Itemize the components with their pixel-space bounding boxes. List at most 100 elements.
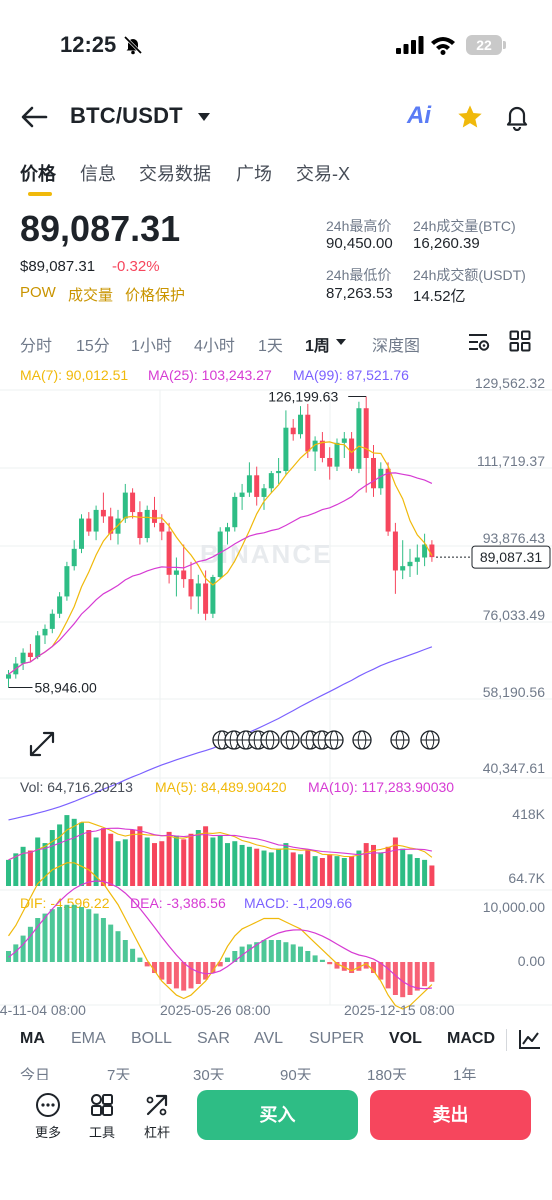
favorite-star-icon[interactable] [456, 103, 484, 131]
indicator-macd[interactable]: MACD [447, 1030, 495, 1047]
macd-bar [27, 926, 33, 962]
indicator-avl[interactable]: AVL [254, 1030, 284, 1047]
volume-bar [371, 844, 376, 886]
macd-tick: 0.00 [518, 953, 545, 969]
back-arrow-icon[interactable] [20, 104, 48, 130]
macd-bar [57, 907, 63, 962]
range-30d[interactable]: 30天 [193, 1067, 225, 1080]
macd-bar [79, 907, 84, 962]
interval-depth[interactable]: 深度图 [372, 338, 421, 355]
macd-tick: 10,000.00 [483, 899, 545, 915]
tab-square[interactable]: 广场 [236, 164, 272, 184]
tools-button[interactable]: 工具 [80, 1092, 124, 1141]
interval-15m[interactable]: 15分 [76, 338, 110, 355]
more-button[interactable]: 更多 [26, 1092, 70, 1141]
candle-body [100, 509, 106, 517]
macd-bar [210, 962, 216, 973]
layout-grid-icon[interactable] [509, 330, 531, 352]
interval-1h[interactable]: 1小时 [131, 338, 172, 355]
candle-body [173, 570, 179, 575]
interval-caret-icon[interactable] [335, 338, 347, 346]
kline-chart[interactable]: MA(7): 90,012.51 MA(25): 103,243.27 MA(9… [0, 360, 552, 1020]
indicator-chart-icon[interactable] [518, 1028, 542, 1050]
macd-bar [137, 957, 143, 962]
chart-settings-icon[interactable] [467, 330, 491, 354]
chart-gridlines [0, 389, 552, 1006]
candle-body [130, 492, 136, 513]
volume-bar [6, 859, 11, 886]
indicator-sar[interactable]: SAR [197, 1030, 230, 1047]
interval-time[interactable]: 分时 [20, 338, 53, 355]
macd-bar [305, 951, 311, 962]
high-value: 90,450.00 [326, 235, 393, 252]
range-1y[interactable]: 1年 [453, 1067, 477, 1080]
candle-body [254, 475, 260, 497]
time-label: 2025-12-15 08:00 [344, 1002, 455, 1018]
macd-bar [298, 946, 303, 962]
tag-price-protection[interactable]: 价格保护 [125, 287, 186, 304]
macd-bar [319, 959, 325, 962]
volume-bar [159, 841, 165, 886]
tab-info[interactable]: 信息 [80, 164, 116, 184]
time-label: 24-11-04 08:00 [0, 1002, 86, 1018]
tag-pow[interactable]: POW [20, 284, 56, 301]
low-label: 24h最低价 [326, 267, 392, 283]
tag-volume[interactable]: 成交量 [68, 287, 114, 304]
price-tick: 40,347.61 [483, 760, 545, 776]
range-today[interactable]: 今日 [20, 1067, 51, 1080]
price-tick: 58,190.56 [483, 684, 545, 700]
ai-assistant-button[interactable]: Ai [407, 102, 431, 129]
volume-ma10-legend: MA(10): 117,283.90030 [308, 779, 454, 795]
ma7-legend: MA(7): 90,012.51 [20, 367, 128, 383]
macd-dea-legend: DEA: -3,386.56 [130, 895, 226, 911]
extreme-labels: 126,199.63 58,946.00 [8, 389, 367, 696]
volume-bar [422, 859, 428, 886]
macd-bar [93, 913, 99, 962]
volume-bar [254, 848, 260, 886]
tab-price[interactable]: 价格 [20, 164, 56, 184]
volume-bar [407, 854, 413, 886]
range-7d[interactable]: 7天 [107, 1067, 131, 1080]
expand-chart-button[interactable] [22, 724, 62, 764]
interval-4h[interactable]: 4小时 [194, 338, 235, 355]
leverage-button[interactable]: 杠杆 [135, 1092, 179, 1141]
volume-bar [188, 833, 194, 886]
candle-body [239, 492, 245, 497]
indicator-super[interactable]: SUPER [309, 1030, 365, 1047]
volume-bar [239, 844, 245, 886]
interval-1w[interactable]: 1周 [305, 338, 330, 355]
macd-bar [268, 940, 274, 962]
signal-icon [396, 36, 424, 54]
macd-bar [159, 962, 165, 980]
interval-1d[interactable]: 1天 [258, 338, 283, 355]
indicator-boll[interactable]: BOLL [131, 1030, 172, 1047]
tab-trading-data[interactable]: 交易数据 [139, 164, 211, 184]
notification-bell-icon[interactable] [504, 103, 530, 131]
pair-title[interactable]: BTC/USDT [70, 103, 183, 128]
macd-bar [49, 909, 55, 962]
event-markers[interactable] [212, 730, 440, 750]
volume-bar [400, 848, 406, 886]
sell-button[interactable]: 卖出 [370, 1090, 531, 1140]
buy-button[interactable]: 买入 [197, 1090, 358, 1140]
indicator-ema[interactable]: EMA [71, 1030, 106, 1047]
price-axis: 129,562.32 111,719.37 93,876.43 76,033.4… [475, 375, 545, 776]
volume-bars-layer [6, 815, 435, 886]
high-label: 24h最高价 [326, 218, 392, 234]
indicator-vol[interactable]: VOL [389, 1030, 422, 1047]
price-tick: 111,719.37 [477, 453, 545, 469]
range-bar: 今日 7天 30天 90天 180天 1年 [0, 1062, 552, 1080]
volume-bar [35, 837, 41, 886]
macd-bar [6, 951, 11, 962]
candle-body [422, 544, 428, 558]
range-90d[interactable]: 90天 [280, 1067, 312, 1080]
caret-down-icon[interactable] [197, 112, 211, 122]
candle-body [268, 473, 274, 489]
range-180d[interactable]: 180天 [367, 1067, 408, 1080]
indicator-ma[interactable]: MA [20, 1030, 45, 1047]
macd-dea-line [8, 880, 432, 990]
candle-body [122, 492, 128, 519]
tab-trade-x[interactable]: 交易-X [296, 164, 350, 184]
volume-bar [79, 822, 84, 886]
volume-bar [152, 843, 157, 886]
